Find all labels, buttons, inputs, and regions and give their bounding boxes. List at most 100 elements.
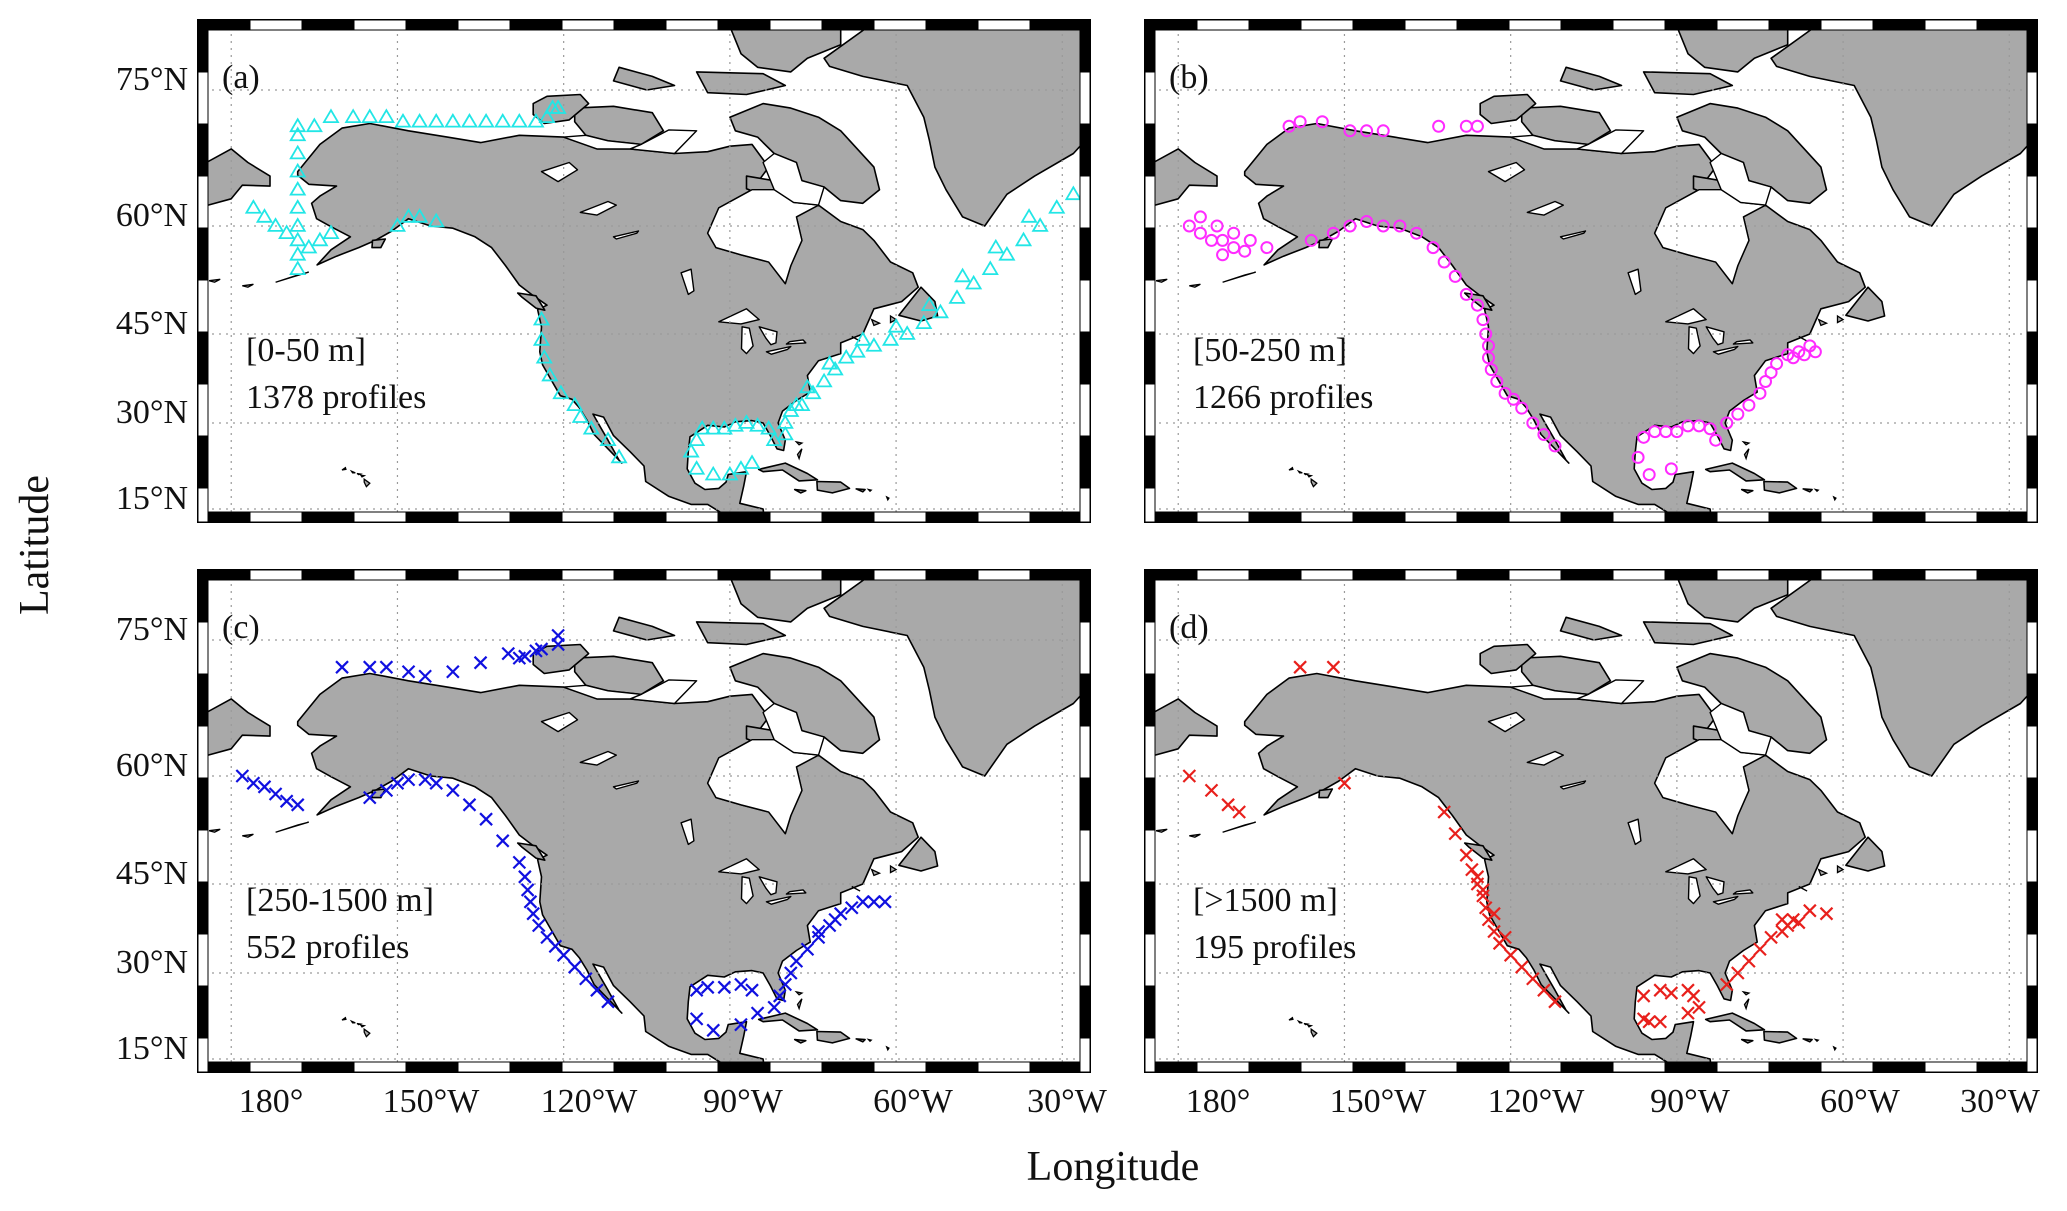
land-newfoundland xyxy=(898,836,939,872)
profile-marker xyxy=(1282,119,1296,133)
frame-segment xyxy=(1144,881,1156,935)
land-mass xyxy=(198,570,1090,1072)
profile-marker xyxy=(1686,989,1701,1003)
frame-segment xyxy=(1300,511,1354,523)
profile-marker xyxy=(1470,119,1484,133)
profile-marker xyxy=(322,108,340,123)
land-jamaica xyxy=(1740,1038,1754,1044)
map-gridlines xyxy=(198,570,1090,1072)
profile-marker xyxy=(257,780,272,794)
water-greatBear xyxy=(1487,711,1526,733)
profile-marker xyxy=(1293,660,1307,674)
frame-segment xyxy=(1029,1061,1083,1073)
frame-segment xyxy=(925,19,979,31)
small-island xyxy=(356,472,363,476)
land-greenland xyxy=(1770,20,2037,227)
profile-marker xyxy=(289,246,307,261)
profile-marker xyxy=(776,425,794,441)
frame-segment xyxy=(1612,511,1666,523)
lat-tick-label: 60°N xyxy=(116,747,188,784)
water-athabasca xyxy=(612,780,640,790)
longitude-tick-labels: 180° 150°W 120°W 90°W 60°W 30°W xyxy=(239,1083,1108,1120)
lat-tick-label: 60°N xyxy=(116,197,188,234)
panel-letter: (a) xyxy=(222,59,260,96)
profile-marker xyxy=(1759,374,1773,388)
profile-marker xyxy=(767,1000,781,1015)
profile-marker xyxy=(717,980,732,995)
profile-marker xyxy=(915,314,933,330)
profile-marker xyxy=(379,783,394,798)
small-island xyxy=(796,448,803,461)
frame-segment xyxy=(613,19,667,31)
profile-marker xyxy=(1064,185,1082,201)
frame-segment xyxy=(1976,569,2030,581)
profile-marker xyxy=(1487,924,1501,939)
profile-marker xyxy=(1182,769,1197,783)
frame-segment xyxy=(2026,621,2038,675)
panel-letter: (d) xyxy=(1169,609,1209,646)
frame-segment xyxy=(1872,511,1926,523)
water-huron xyxy=(758,876,778,896)
frame-segment xyxy=(1144,175,1156,229)
profile-marker xyxy=(1742,398,1756,412)
lat-tick-label: 30°N xyxy=(116,394,188,431)
water-hudson xyxy=(1654,189,1767,285)
small-island xyxy=(349,469,356,474)
small-island xyxy=(341,1016,347,1021)
small-island xyxy=(1741,990,1751,996)
water-erie xyxy=(1712,345,1739,355)
profile-marker xyxy=(1692,1000,1706,1015)
frame-segment xyxy=(197,331,209,385)
profile-marker xyxy=(532,331,551,346)
frame-segment xyxy=(1508,569,1562,581)
profile-marker xyxy=(1459,848,1474,862)
frame-segment xyxy=(1079,673,1091,727)
profile-points-50-250m xyxy=(1182,115,1822,482)
frame-segment xyxy=(353,511,407,523)
frame-segment xyxy=(1079,279,1091,333)
land-greenland xyxy=(823,570,1090,777)
frame-segment xyxy=(301,1061,355,1073)
land-baffin xyxy=(729,652,881,755)
profile-marker xyxy=(494,112,512,128)
frame-segment xyxy=(821,1061,875,1073)
land-cuba xyxy=(757,462,819,482)
profile-marker xyxy=(379,660,394,674)
frame-segment xyxy=(2026,383,2038,437)
small-island xyxy=(1288,1016,1294,1021)
profile-marker xyxy=(1537,983,1551,997)
frame-segment xyxy=(1144,933,1156,987)
y-axis-title: Latitude xyxy=(12,475,58,615)
frame-segment xyxy=(1144,777,1156,831)
frame-segment xyxy=(249,569,303,581)
land-kodiak xyxy=(371,238,387,249)
frame-segment xyxy=(197,279,209,333)
frame-segment xyxy=(405,19,459,31)
lon-tick-label: 90°W xyxy=(703,1083,784,1120)
frame-segment xyxy=(1079,331,1091,385)
profile-marker xyxy=(1470,870,1485,884)
profile-count-label: 552 profiles xyxy=(246,929,409,966)
water-hudson xyxy=(707,739,820,835)
small-island xyxy=(885,1045,890,1052)
frame-segment xyxy=(197,227,209,281)
profile-marker xyxy=(1221,798,1235,812)
small-island xyxy=(870,868,882,877)
frame-segment xyxy=(197,985,209,1039)
land-baffin xyxy=(1676,102,1828,205)
frame-segment xyxy=(665,1061,719,1073)
profile-marker xyxy=(1653,1014,1668,1029)
profile-marker xyxy=(1048,199,1066,214)
frame-segment xyxy=(353,19,407,31)
frame-segment xyxy=(1352,1061,1406,1073)
water-ontario xyxy=(1732,339,1754,345)
profile-marker xyxy=(335,660,349,674)
frame-segment xyxy=(457,19,511,31)
profile-marker xyxy=(1227,226,1241,240)
map-frame xyxy=(197,19,1091,523)
frame-segment xyxy=(1144,725,1156,779)
profile-marker xyxy=(444,112,462,128)
water-erie xyxy=(1712,895,1739,905)
profile-marker xyxy=(1803,903,1817,918)
lat-tick-label: 15°N xyxy=(116,480,188,517)
